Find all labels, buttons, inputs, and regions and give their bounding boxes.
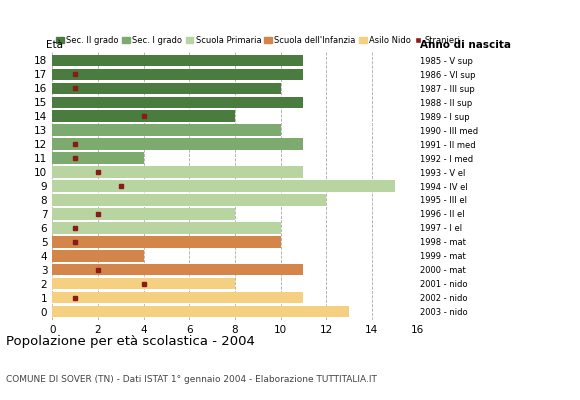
Bar [52, 55, 303, 66]
Text: Popolazione per età scolastica - 2004: Popolazione per età scolastica - 2004 [6, 335, 255, 348]
Bar [52, 278, 235, 290]
Bar [52, 124, 281, 136]
Bar [52, 208, 235, 220]
Bar [52, 82, 281, 94]
Bar [52, 166, 303, 178]
Bar [52, 236, 281, 248]
Bar [52, 96, 303, 108]
Bar [52, 306, 349, 317]
Bar [52, 292, 303, 303]
Bar [52, 152, 143, 164]
Bar [52, 222, 281, 234]
Legend: Sec. II grado, Sec. I grado, Scuola Primaria, Scuola dell'Infanzia, Asilo Nido, : Sec. II grado, Sec. I grado, Scuola Prim… [56, 36, 461, 45]
Bar [52, 110, 235, 122]
Text: Anno di nascita: Anno di nascita [420, 40, 512, 50]
Bar [52, 138, 303, 150]
Bar [52, 264, 303, 276]
Bar [52, 180, 395, 192]
Text: Età: Età [46, 40, 63, 50]
Bar [52, 194, 326, 206]
Text: COMUNE DI SOVER (TN) - Dati ISTAT 1° gennaio 2004 - Elaborazione TUTTITALIA.IT: COMUNE DI SOVER (TN) - Dati ISTAT 1° gen… [6, 375, 376, 384]
Bar [52, 250, 143, 262]
Bar [52, 69, 303, 80]
